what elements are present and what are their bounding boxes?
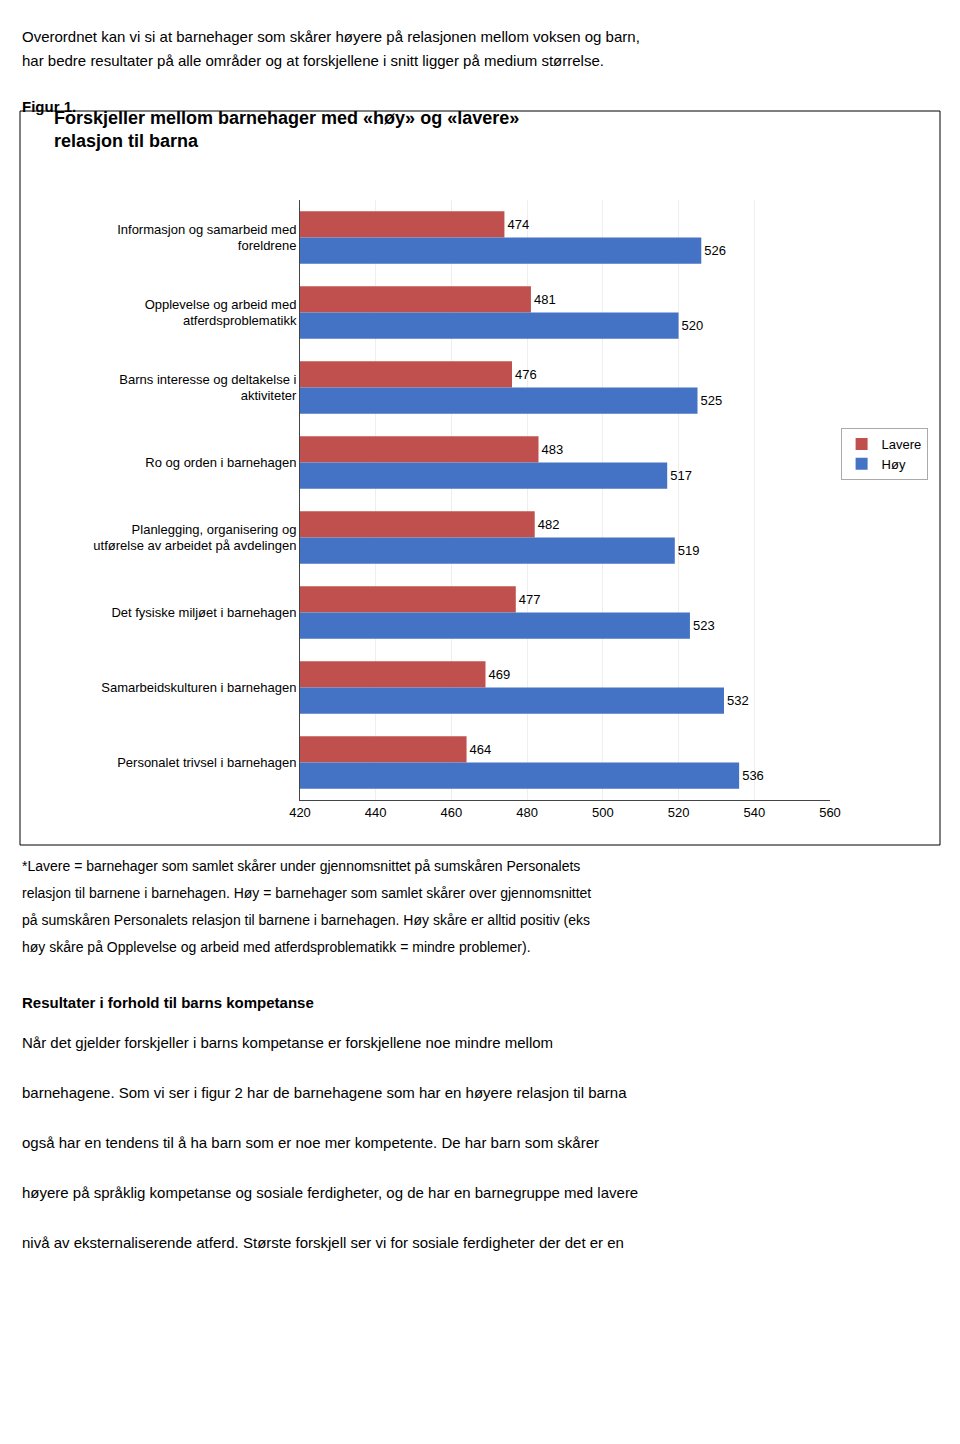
svg-text:Ro og orden i barnehagen: Ro og orden i barnehagen (145, 455, 296, 470)
svg-text:Forskjeller mellom barnehager: Forskjeller mellom barnehager med «høy» … (54, 108, 519, 151)
svg-text:Planlegging, organisering ogut: Planlegging, organisering ogutførelse av… (93, 522, 296, 554)
svg-text:også har en tendens til å ha b: også har en tendens til å ha barn som er… (22, 1134, 599, 1151)
svg-text:464: 464 (470, 742, 492, 757)
svg-text:relasjon til barnene i barneha: relasjon til barnene i barnehagen. Høy =… (22, 885, 591, 901)
svg-text:520: 520 (682, 318, 704, 333)
svg-text:440: 440 (365, 805, 387, 820)
svg-text:536: 536 (742, 768, 764, 783)
svg-text:Opplevelse og arbeid medatferd: Opplevelse og arbeid medatferdsproblemat… (145, 297, 297, 329)
svg-text:høyere på språklig kompetanse: høyere på språklig kompetanse og sosiale… (22, 1184, 638, 1201)
svg-text:477: 477 (519, 592, 541, 607)
svg-text:Informasjon og samarbeid medfo: Informasjon og samarbeid medforeldrene (117, 222, 296, 254)
svg-text:på sumskåren Personalets relas: på sumskåren Personalets relasjon til ba… (22, 912, 590, 928)
svg-text:474: 474 (507, 217, 529, 232)
svg-text:Barns interesse og deltakelse: Barns interesse og deltakelse iaktivitet… (119, 372, 297, 404)
svg-text:Personalet trivsel i barnehage: Personalet trivsel i barnehagen (117, 755, 296, 770)
svg-text:519: 519 (678, 543, 700, 558)
svg-text:526: 526 (704, 243, 726, 258)
svg-text:520: 520 (668, 805, 690, 820)
svg-text:540: 540 (743, 805, 765, 820)
svg-text:483: 483 (542, 442, 564, 457)
svg-text:517: 517 (670, 468, 692, 483)
svg-text:Resultater i forhold til barns: Resultater i forhold til barns kompetans… (22, 994, 314, 1011)
svg-text:Høy: Høy (882, 457, 906, 472)
svg-text:500: 500 (592, 805, 614, 820)
svg-text:481: 481 (534, 292, 556, 307)
svg-text:482: 482 (538, 517, 560, 532)
svg-text:560: 560 (819, 805, 841, 820)
svg-text:Figur 1.: Figur 1. (22, 98, 76, 115)
svg-text:460: 460 (441, 805, 463, 820)
svg-text:Lavere: Lavere (882, 437, 922, 452)
svg-text:barnehagene. Som vi ser i figu: barnehagene. Som vi ser i figur 2 har de… (22, 1084, 627, 1101)
svg-text:532: 532 (727, 693, 749, 708)
svg-text:nivå av eksternaliserende atfe: nivå av eksternaliserende atferd. Størst… (22, 1234, 624, 1251)
svg-text:Det fysiske miljøet i barnehag: Det fysiske miljøet i barnehagen (111, 605, 296, 620)
svg-text:Når det gjelder forskjeller i: Når det gjelder forskjeller i barns komp… (22, 1034, 553, 1051)
svg-text:*Lavere = barnehager som samle: *Lavere = barnehager som samlet skårer u… (22, 858, 580, 874)
svg-text:525: 525 (701, 393, 723, 408)
svg-text:523: 523 (693, 618, 715, 633)
svg-text:469: 469 (489, 667, 511, 682)
svg-text:476: 476 (515, 367, 537, 382)
svg-text:Samarbeidskulturen i barnehage: Samarbeidskulturen i barnehagen (101, 680, 296, 695)
svg-text:høy skåre på Opplevelse og arb: høy skåre på Opplevelse og arbeid med at… (22, 939, 531, 955)
svg-text:Overordnet kan vi si at barneh: Overordnet kan vi si at barnehager som s… (22, 28, 640, 45)
svg-text:420: 420 (289, 805, 311, 820)
svg-text:480: 480 (516, 805, 538, 820)
svg-text:har bedre resultater på alle o: har bedre resultater på alle områder og … (22, 52, 604, 69)
